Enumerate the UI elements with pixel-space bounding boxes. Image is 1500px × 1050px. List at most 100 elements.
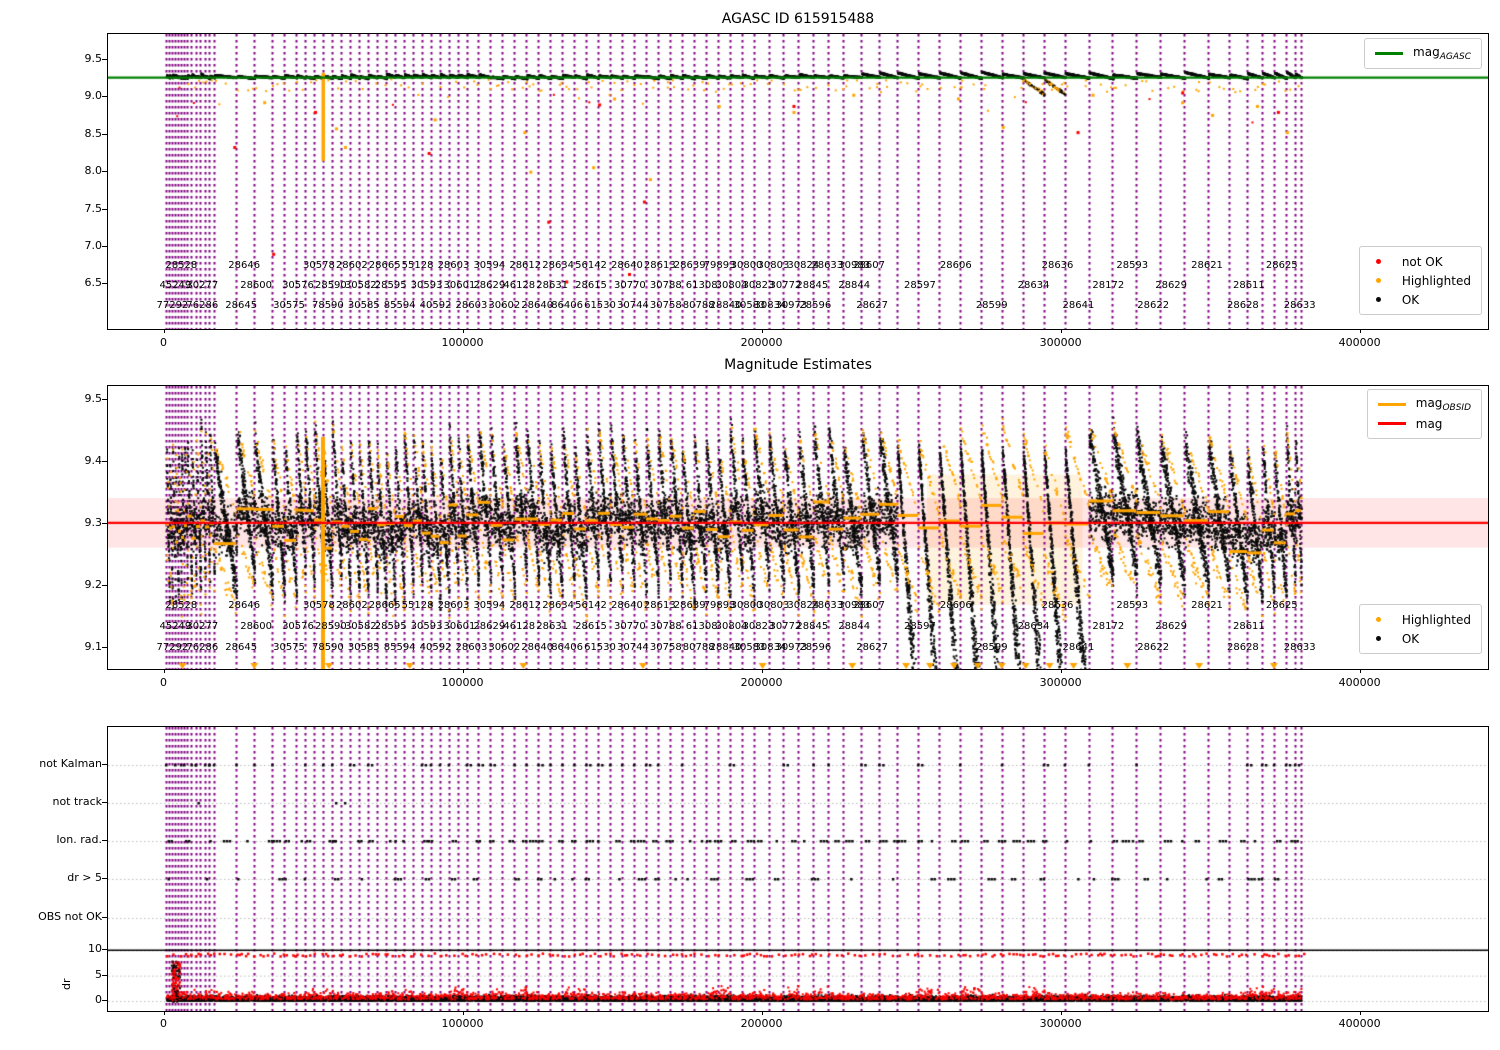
obsid-label: 30824 <box>787 600 820 611</box>
obsid-label: 28640 <box>611 260 643 271</box>
obsid-label: 30578 <box>303 260 335 271</box>
obsid-label: 61308 <box>685 280 718 291</box>
obsid-label: 80788 <box>682 300 715 311</box>
y-tick-label: 9.2 <box>84 578 103 592</box>
obsid-label: 46128 <box>503 280 536 291</box>
tick-mark <box>102 840 107 841</box>
obsid-label: 28633 <box>1283 300 1316 311</box>
tick-mark <box>102 171 107 173</box>
y-tick-label: 6.5 <box>84 276 103 290</box>
obsid-label: 28627 <box>856 642 889 653</box>
obsid-label: 30575 <box>273 642 305 653</box>
obsid-label: 80788 <box>682 642 715 653</box>
tick-mark <box>102 59 107 61</box>
mag-agasc-label: magAGASC <box>1413 45 1471 62</box>
tick-mark <box>102 460 107 462</box>
obsid-label: 86406 <box>551 300 583 311</box>
top-plot-title: AGASC ID 615915488 <box>721 11 875 27</box>
highlighted-label: Highlighted <box>1401 273 1471 288</box>
obsid-label: 30576 <box>282 280 314 291</box>
middle-legend-flags: Highlighted OK <box>1358 604 1482 654</box>
obsid-label: 76286 <box>186 642 219 653</box>
y-tick-label: 9.4 <box>84 453 103 467</box>
tick-mark <box>462 329 464 333</box>
obsid-label: 30593 <box>410 621 443 632</box>
middle-plot-title: Magnitude Estimates <box>724 357 872 373</box>
ok-dot-icon <box>1375 636 1381 641</box>
obsid-label: 30758 <box>649 642 682 653</box>
obsid-label: 30803 <box>757 600 790 611</box>
x-tick-label: 100000 <box>441 336 484 349</box>
obsid-label: 28602 <box>335 260 368 271</box>
obsid-label: 78590 <box>311 642 344 653</box>
category-tick-label: OBS not OK <box>38 910 102 923</box>
obsid-label: 55128 <box>401 260 434 271</box>
x-tick-label: 0 <box>160 336 168 349</box>
obsid-label: 76286 <box>186 300 219 311</box>
obsid-label: 30593 <box>410 280 443 291</box>
obsid-label: 28646 <box>228 600 261 611</box>
highlighted-dot-icon <box>1375 617 1381 622</box>
obsid-label: 79893 <box>703 600 736 611</box>
obsid-label: 28628 <box>1226 642 1259 653</box>
obsid-label: 30744 <box>616 642 649 653</box>
obsid-label: 28628 <box>1226 300 1259 311</box>
obsid-label: 30788 <box>649 621 682 632</box>
category-tick-label: dr > 5 <box>67 871 102 884</box>
mag-label: mag <box>1415 416 1443 431</box>
category-tick-label: not track <box>52 795 102 808</box>
ok-dot-icon <box>1375 297 1381 302</box>
obsid-label: 28615 <box>575 621 607 632</box>
obsid-label: 45249 <box>159 621 192 632</box>
obsid-label: 30770 <box>613 280 646 291</box>
top-legend-mag-agasc: magAGASC <box>1364 38 1482 69</box>
middle-legend-lines: magOBSID mag <box>1366 389 1482 439</box>
obsid-label: 85594 <box>383 642 416 653</box>
not-ok-dot-icon <box>1375 259 1381 264</box>
y-tick-label: 9.1 <box>84 640 103 654</box>
obsid-label: 28613 <box>643 600 676 611</box>
tick-mark <box>102 917 107 918</box>
obsid-label: 30602 <box>488 642 521 653</box>
x-tick-label: 0 <box>160 676 168 689</box>
obsid-label: 28597 <box>904 621 936 632</box>
obsid-label: 30744 <box>616 300 649 311</box>
obsid-label: 28603 <box>437 600 470 611</box>
obsid-label: 30277 <box>186 621 219 632</box>
tick-mark <box>1359 1011 1361 1015</box>
obsid-label: 28606 <box>939 600 972 611</box>
obsid-label: 28596 <box>799 300 832 311</box>
tick-mark <box>102 764 107 765</box>
obsid-label: 28639 <box>673 600 706 611</box>
obsid-label: 30583 <box>733 642 766 653</box>
y-tick-label: 9.5 <box>84 391 103 405</box>
obsid-label: 40592 <box>419 642 452 653</box>
obsid-label: 86406 <box>551 642 583 653</box>
obsid-label: 28528 <box>165 600 198 611</box>
ok-label: OK <box>1401 292 1420 307</box>
y-tick-label: 8.5 <box>84 126 103 140</box>
obsid-label: 45249 <box>159 280 192 291</box>
obsid-label: 28612 <box>509 600 542 611</box>
obsid-label: 28612 <box>509 260 542 271</box>
y-tick-label: 8.0 <box>84 164 103 178</box>
obsid-label: 30973 <box>775 300 808 311</box>
obsid-label: 28631 <box>536 280 569 291</box>
obsid-label: 61530 <box>584 300 616 311</box>
obsid-label: 30758 <box>649 300 682 311</box>
obsid-label: 55128 <box>401 600 434 611</box>
obsid-label: 28613 <box>643 260 676 271</box>
obsid-label: 28603 <box>455 300 488 311</box>
obsid-label: 28646 <box>228 260 261 271</box>
not-ok-label: not OK <box>1401 254 1443 269</box>
ok-label: OK <box>1401 631 1420 646</box>
obsid-label: 28590 <box>314 621 347 632</box>
middle-plot-panel: magOBSID mag Highlighted OK <box>107 385 1489 670</box>
tick-mark <box>1060 329 1062 333</box>
top-legend-flags: not OK Highlighted OK <box>1358 246 1482 315</box>
tick-mark <box>1359 669 1361 673</box>
obsid-label: 28665 <box>368 260 401 271</box>
category-tick-label: not Kalman <box>39 757 102 770</box>
mag-obsid-line-swatch <box>1377 403 1406 406</box>
obsid-label: 30602 <box>488 300 521 311</box>
